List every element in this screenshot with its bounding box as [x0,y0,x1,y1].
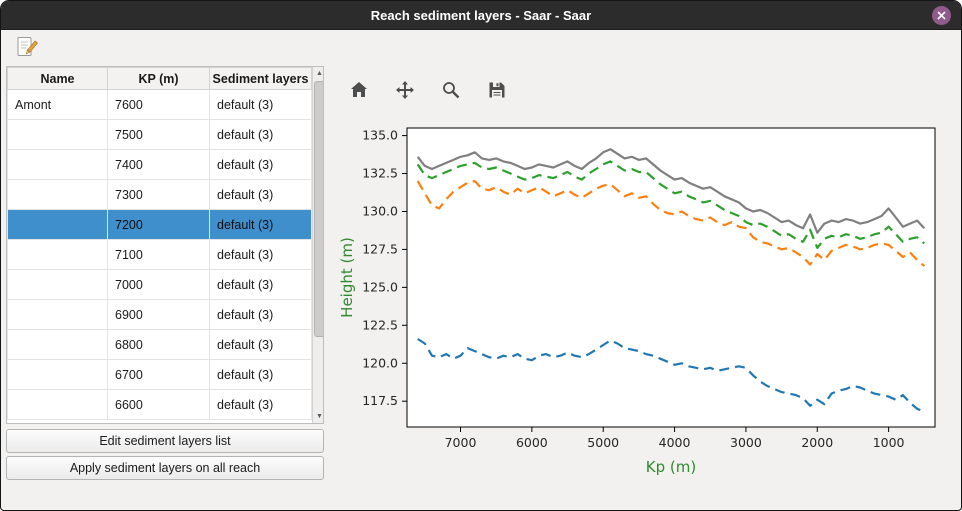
menubar [1,30,961,64]
svg-text:117.5: 117.5 [362,393,398,408]
cell-kp[interactable]: 6600 [107,389,210,420]
home-button[interactable] [343,75,375,105]
cell-sediment-layers[interactable]: default (3) [209,119,312,150]
cell-sediment-layers[interactable]: default (3) [209,179,312,210]
chart-area: 7000 6000 5000 4000 3000 2000 1000 117.5 120.0 12… [335,110,957,510]
zoom-button[interactable] [435,75,467,105]
svg-text:135.0: 135.0 [362,128,398,143]
table-row[interactable]: 7000 default (3) [7,269,312,300]
table-row[interactable]: 7400 default (3) [7,149,312,180]
svg-text:2000: 2000 [801,435,833,450]
save-icon [489,82,505,98]
cell-sediment-layers[interactable]: default (3) [209,359,312,390]
sediment-table-body: Amont 7600 default (3) 7500 default (3) … [7,89,312,420]
table-row[interactable]: 6900 default (3) [7,299,312,330]
svg-text:125.0: 125.0 [362,279,398,294]
close-icon [937,11,946,20]
header-name[interactable]: Name [7,67,108,90]
cell-name[interactable] [7,359,108,390]
table-row[interactable]: 7500 default (3) [7,119,312,150]
svg-text:Height (m): Height (m) [338,237,356,318]
cell-sediment-layers[interactable]: default (3) [209,389,312,420]
cell-name[interactable] [7,149,108,180]
svg-text:1000: 1000 [873,435,905,450]
cell-name[interactable] [7,239,108,270]
close-button[interactable] [932,6,951,25]
scrollbar-thumb[interactable] [314,81,323,338]
cell-name[interactable]: Amont [7,89,108,120]
cell-name[interactable] [7,119,108,150]
cell-name[interactable] [7,299,108,330]
svg-text:120.0: 120.0 [362,355,398,370]
cell-kp[interactable]: 6800 [107,329,210,360]
cell-name[interactable] [7,179,108,210]
cell-kp[interactable]: 6900 [107,299,210,330]
svg-text:127.5: 127.5 [362,241,398,256]
cell-sediment-layers[interactable]: default (3) [209,239,312,270]
pan-button[interactable] [389,75,421,105]
cell-name[interactable] [7,389,108,420]
svg-text:6000: 6000 [516,435,548,450]
cell-kp[interactable]: 7600 [107,89,210,120]
cell-sediment-layers[interactable]: default (3) [209,149,312,180]
svg-text:132.5: 132.5 [362,166,398,181]
main-content: Name KP (m) Sediment layers Amont 7600 d… [1,64,961,510]
panel-buttons: Edit sediment layers list Apply sediment… [6,424,324,480]
cell-kp[interactable]: 7200 [107,209,210,240]
pan-icon [396,81,414,99]
svg-text:122.5: 122.5 [362,317,398,332]
home-icon [351,82,367,97]
cell-kp[interactable]: 7500 [107,119,210,150]
zoom-icon [443,82,460,99]
table-scrollbar[interactable]: ▲ ▼ [312,67,323,423]
titlebar[interactable]: Reach sediment layers - Saar - Saar [1,1,961,30]
edit-sediment-layers-button[interactable]: Edit sediment layers list [6,429,324,453]
sediment-table: Name KP (m) Sediment layers Amont 7600 d… [7,67,312,420]
plot-toolbar [335,70,957,110]
table-row[interactable]: 7300 default (3) [7,179,312,210]
scroll-down-icon[interactable]: ▼ [316,413,323,420]
cell-sediment-layers[interactable]: default (3) [209,89,312,120]
cell-sediment-layers[interactable]: default (3) [209,329,312,360]
save-button[interactable] [481,75,513,105]
edit-note-button[interactable] [13,34,41,62]
cell-name[interactable] [7,329,108,360]
svg-text:5000: 5000 [587,435,619,450]
apply-sediment-layers-button[interactable]: Apply sediment layers on all reach [6,456,324,480]
svg-text:130.0: 130.0 [362,203,398,218]
table-row[interactable]: 6800 default (3) [7,329,312,360]
chart-panel: 7000 6000 5000 4000 3000 2000 1000 117.5 120.0 12… [327,64,961,510]
cell-sediment-layers[interactable]: default (3) [209,269,312,300]
cell-kp[interactable]: 7000 [107,269,210,300]
cell-kp[interactable]: 7400 [107,149,210,180]
cell-kp[interactable]: 7300 [107,179,210,210]
table-row[interactable]: Amont 7600 default (3) [7,89,312,120]
table-header-row: Name KP (m) Sediment layers [7,67,312,90]
cell-sediment-layers[interactable]: default (3) [209,299,312,330]
chart-canvas[interactable]: 7000 6000 5000 4000 3000 2000 1000 117.5 120.0 12… [335,110,949,487]
table-row[interactable]: 7100 default (3) [7,239,312,270]
cell-name[interactable] [7,269,108,300]
scroll-up-icon[interactable]: ▲ [316,70,323,77]
sediment-table-panel: Name KP (m) Sediment layers Amont 7600 d… [1,64,327,510]
header-sediment-layers[interactable]: Sediment layers [209,67,312,90]
svg-text:7000: 7000 [445,435,477,450]
svg-text:4000: 4000 [659,435,691,450]
svg-text:3000: 3000 [730,435,762,450]
cell-name[interactable] [7,209,108,240]
cell-kp[interactable]: 6700 [107,359,210,390]
table-row[interactable]: 6700 default (3) [7,359,312,390]
edit-note-icon [17,37,38,56]
table-wrap: Name KP (m) Sediment layers Amont 7600 d… [6,66,324,424]
cell-kp[interactable]: 7100 [107,239,210,270]
cell-sediment-layers[interactable]: default (3) [209,209,312,240]
table-row[interactable]: 7200 default (3) [7,209,312,240]
table-row[interactable]: 6600 default (3) [7,389,312,420]
header-kp[interactable]: KP (m) [107,67,210,90]
svg-text:Kp (m): Kp (m) [646,458,696,476]
window-title: Reach sediment layers - Saar - Saar [370,7,592,23]
